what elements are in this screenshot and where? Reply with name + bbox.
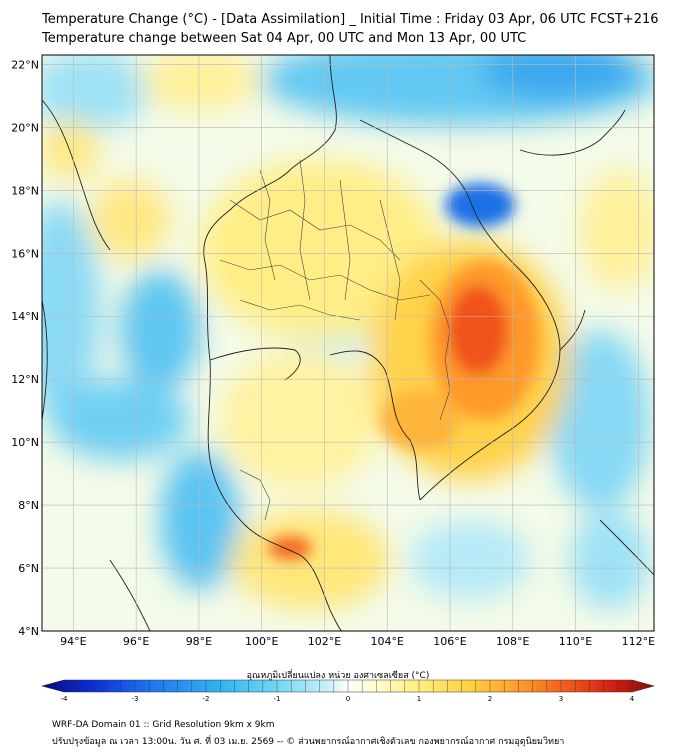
province-borders [219,159,451,521]
colorbar-label: อุณหภูมิเปลี่ยนแปลง หน่วย องศาเซลเซียส (… [246,671,430,681]
lat-tick-label: 4°N [18,625,39,638]
lon-tick-label: 96°E [123,635,149,648]
lat-tick-label: 18°N [11,184,39,197]
coastlines [42,55,654,631]
plot-frame [41,54,655,632]
colorbar-tick-label: -3 [132,695,139,703]
map-title: Temperature Change (°C) - [Data Assimila… [42,12,659,27]
lon-tick-label: 108°E [496,635,529,648]
colorbar: -4 -3 -2 -1 0 1 2 3 4 [40,679,656,703]
footer-update-info: ปรับปรุงข้อมูล ณ เวลา 13:00น. วัน ศ. ที่… [52,737,565,747]
grid-lines [42,55,654,632]
lat-tick-label: 6°N [18,562,39,575]
lat-tick-label: 10°N [11,436,39,449]
colorbar-tick-label: -4 [61,695,69,703]
lon-tick-label: 104°E [371,635,404,648]
lat-tick-label: 14°N [11,310,39,323]
lat-tick-label: 22°N [11,58,39,71]
lon-tick-label: 98°E [186,635,212,648]
lat-tick-label: 16°N [11,247,39,260]
lon-tick-label: 100°E [245,635,278,648]
colorbar-tick-label: 1 [417,695,421,703]
colorbar-tick-label: 0 [346,695,350,703]
temperature-field [42,55,654,631]
lat-tick-label: 8°N [18,499,39,512]
footer-model-info: WRF-DA Domain 01 :: Grid Resolution 9km … [52,720,275,730]
lon-tick-label: 94°E [60,635,86,648]
lon-tick-label: 102°E [308,635,341,648]
map-subtitle: Temperature change between Sat 04 Apr, 0… [42,31,527,46]
lon-tick-label: 106°E [433,635,466,648]
lon-tick-label: 110°E [559,635,592,648]
colorbar-tick-label: 4 [630,695,635,703]
colorbar-tick-label: 3 [559,695,563,703]
colorbar-tick-label: -1 [274,695,281,703]
colorbar-tick-label: 2 [488,695,492,703]
lat-tick-label: 20°N [11,121,39,134]
colorbar-tick-label: -2 [203,695,210,703]
lon-tick-label: 112°E [622,635,655,648]
lat-tick-label: 12°N [11,373,39,386]
